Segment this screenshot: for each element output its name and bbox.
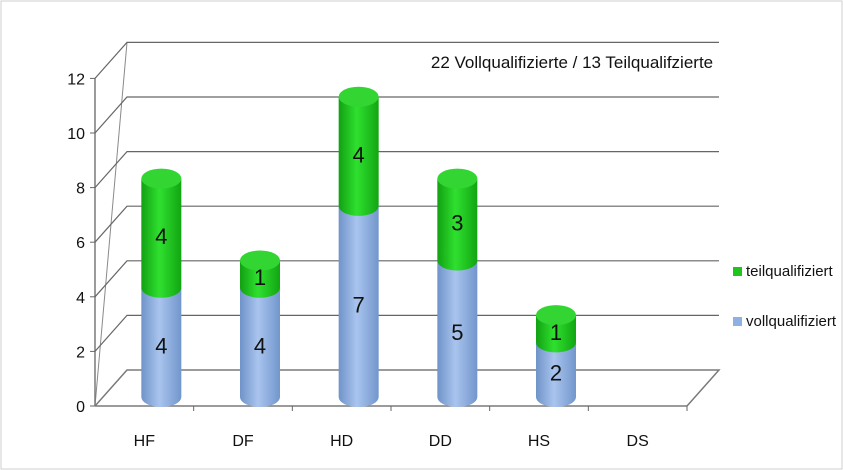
data-label: 4	[353, 142, 365, 167]
chart-floor	[94, 369, 721, 407]
gridline	[94, 96, 719, 134]
y-tick-label: 2	[76, 344, 85, 361]
x-tick-label: DF	[232, 433, 254, 450]
data-label: 1	[254, 265, 266, 290]
legend-label-vollqualifiziert: vollqualifiziert	[746, 313, 837, 330]
bar-teilqualifiziert-HD	[338, 96, 379, 216]
y-tick-label: 10	[67, 126, 85, 143]
bar-top-cap	[240, 250, 280, 271]
gridline	[94, 314, 719, 352]
y-tick-label: 12	[67, 71, 85, 88]
data-label: 7	[353, 292, 365, 317]
gridline	[94, 260, 719, 298]
x-tick-label: HS	[528, 433, 550, 450]
data-label: 2	[550, 361, 562, 386]
bar-teilqualifiziert-HS	[536, 315, 576, 353]
x-tick-label: DS	[627, 433, 649, 450]
chart-title: 22 Vollqualifizierte / 13 Teilqualifzier…	[431, 53, 713, 72]
gridline	[94, 151, 719, 188]
legend-swatch-teilqualifiziert	[733, 267, 742, 276]
bar-vollqualifiziert-HS	[536, 342, 576, 407]
bar-vollqualifiziert-DF	[240, 287, 280, 407]
x-tick-label: HD	[330, 433, 353, 450]
gridline	[94, 205, 719, 243]
legend: teilqualifiziert vollqualifiziert	[733, 263, 837, 330]
grid-layer	[90, 41, 721, 411]
data-label: 3	[451, 211, 463, 236]
bar-top-cap	[141, 168, 182, 189]
bar-teilqualifiziert-DD	[437, 178, 478, 271]
y-tick-label: 6	[76, 235, 85, 252]
y-tick-label: 8	[76, 181, 85, 198]
data-label: 1	[550, 320, 562, 345]
labels-layer: 0 2 4 6 8 10 12 HF 4 4 DF 4 1 HD 7 4 DD 5 3 HS 2 1 DS	[67, 71, 649, 450]
bar-teilqualifiziert-HF	[141, 178, 182, 298]
legend-label-teilqualifiziert: teilqualifiziert	[746, 263, 834, 280]
data-label: 4	[155, 333, 167, 358]
x-tick-label: DD	[429, 433, 452, 450]
x-tick-label: HF	[134, 433, 156, 450]
bar-top-cap	[338, 86, 379, 107]
bars-layer	[141, 86, 576, 407]
bar-top-cap	[536, 305, 576, 326]
gridline	[94, 41, 719, 79]
y-tick-label: 4	[76, 290, 85, 307]
bar-vollqualifiziert-DD	[437, 260, 478, 407]
bar-vollqualifiziert-HF	[141, 287, 182, 407]
bar-top-cap	[437, 168, 478, 189]
bar-teilqualifiziert-DF	[240, 260, 280, 298]
data-label: 4	[254, 333, 266, 358]
y-tick-label: 0	[76, 399, 85, 416]
bar-vollqualifiziert-HD	[338, 205, 379, 407]
data-label: 5	[451, 320, 463, 345]
data-label: 4	[155, 224, 167, 249]
legend-swatch-vollqualifiziert	[733, 317, 742, 326]
